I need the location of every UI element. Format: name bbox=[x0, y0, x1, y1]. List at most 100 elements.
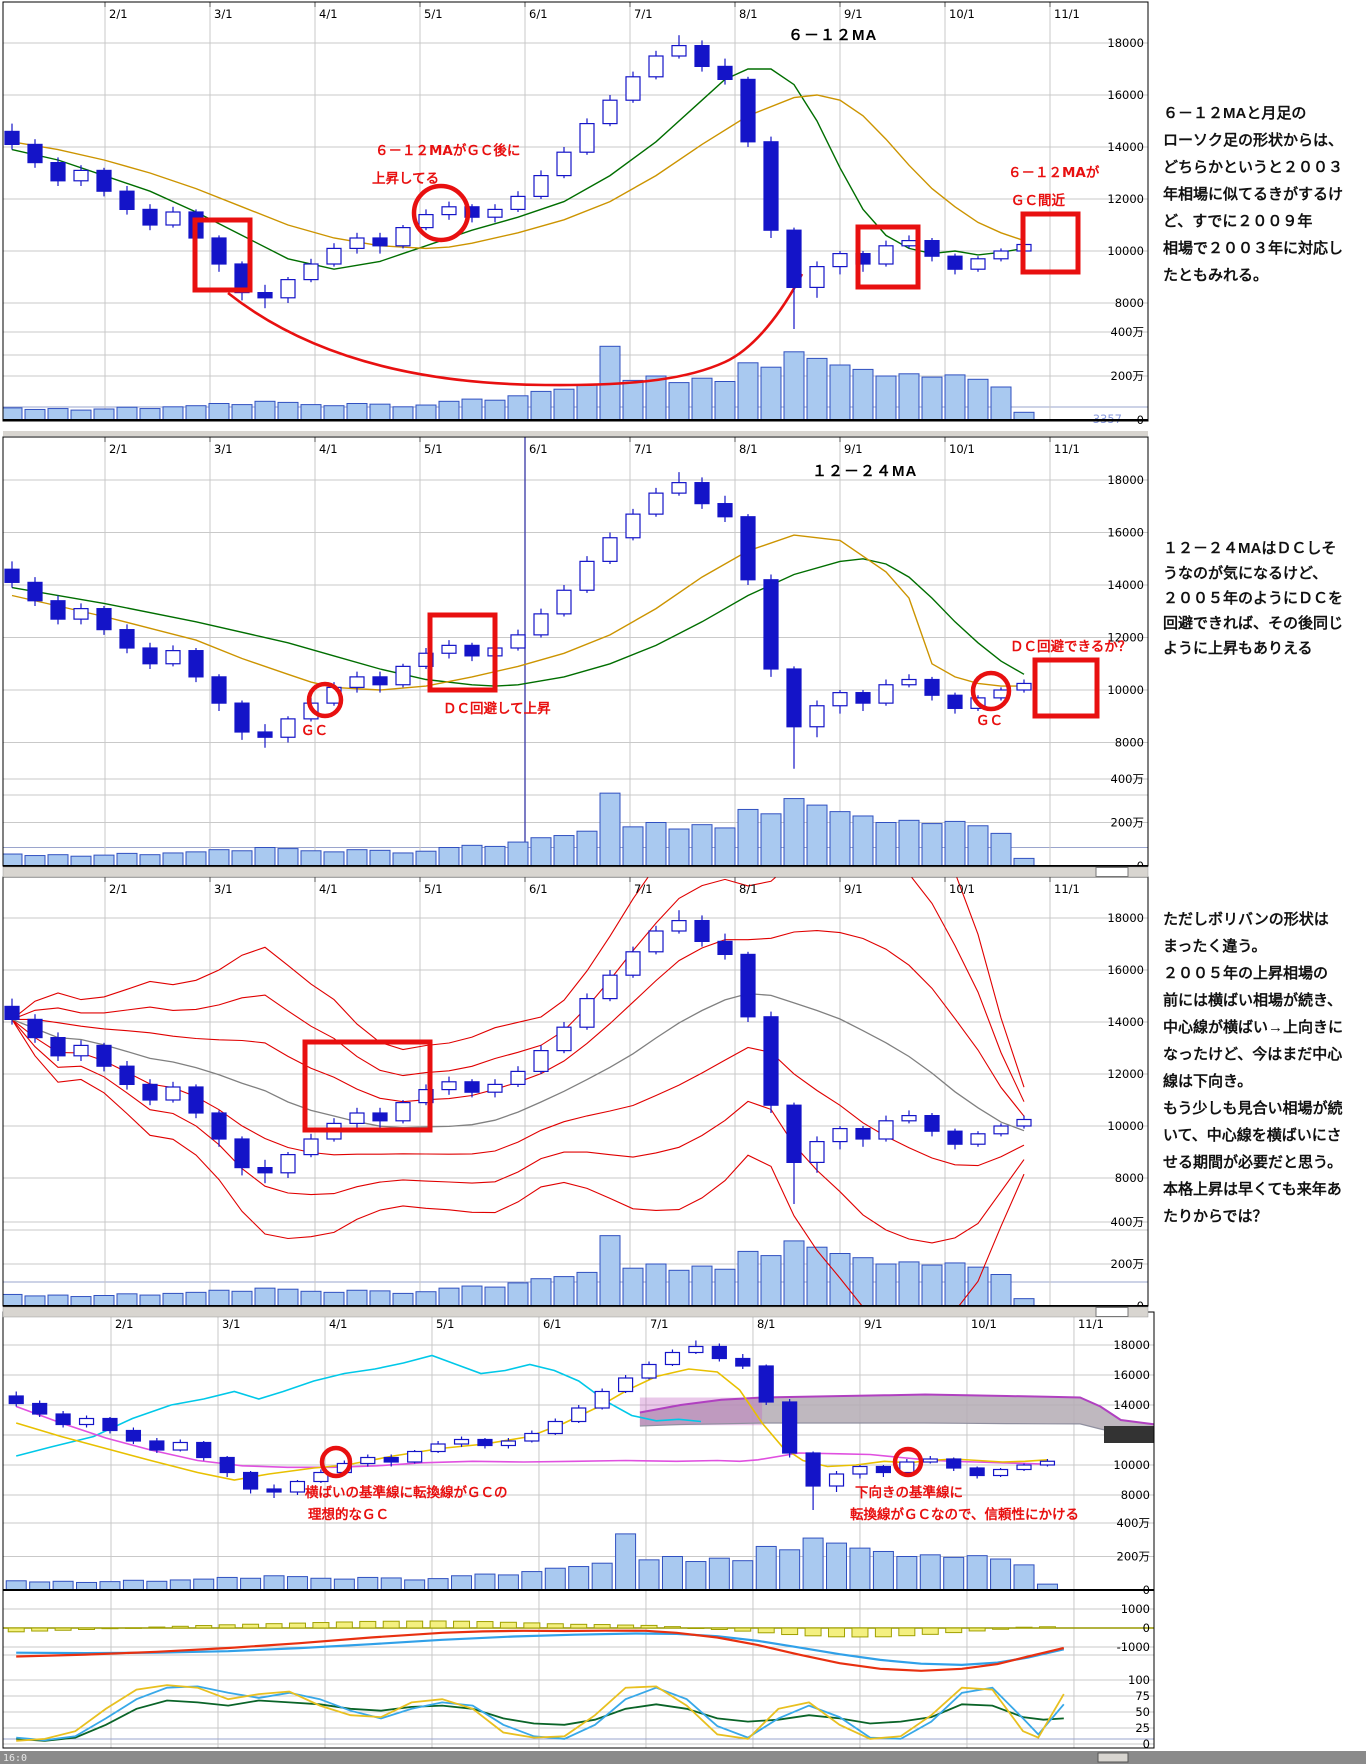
commentary-line: ２００５年の上昇相場の bbox=[1163, 965, 1329, 982]
scrollbar-thumb[interactable] bbox=[1097, 1752, 1129, 1763]
svg-text:10/1: 10/1 bbox=[949, 442, 975, 456]
svg-text:400万: 400万 bbox=[1111, 325, 1144, 339]
commentary-line: せる期間が必要だと思う。 bbox=[1163, 1154, 1343, 1171]
commentary-line: ただしボリバンの形状は bbox=[1163, 911, 1329, 928]
svg-text:2/1: 2/1 bbox=[109, 442, 128, 456]
bottom-left-label: 16:0 bbox=[3, 1753, 27, 1764]
commentary-line: １２－２４MAはＤＣしそ bbox=[1163, 540, 1337, 557]
svg-text:-1000: -1000 bbox=[1117, 1640, 1150, 1654]
commentary-line: たりからでは？ bbox=[1163, 1208, 1268, 1225]
svg-text:8/1: 8/1 bbox=[757, 1317, 776, 1331]
pane-1: 2/1 3/1 4/1 5/1 6/1 7/1 8/1 9/1 10/1 11/1 18000 160… bbox=[2, 1, 1149, 427]
svg-text:6/1: 6/1 bbox=[529, 882, 548, 896]
svg-text:18000: 18000 bbox=[1107, 911, 1144, 925]
svg-text:9/1: 9/1 bbox=[844, 882, 863, 896]
svg-text:18000: 18000 bbox=[1107, 473, 1144, 487]
commentary-line: 年相場に似てるきがするけ bbox=[1163, 186, 1344, 203]
highlight-circle bbox=[306, 681, 344, 719]
annotation-text: ＧＣ bbox=[976, 713, 1003, 729]
scrollbar-thumb[interactable] bbox=[1095, 1307, 1129, 1317]
annotation-text: 下向きの基準線に bbox=[855, 1484, 963, 1501]
svg-text:8000: 8000 bbox=[1121, 1488, 1150, 1502]
svg-text:200万: 200万 bbox=[1111, 1257, 1144, 1271]
bottom-scrollbar[interactable]: 16:0 bbox=[0, 1751, 1366, 1764]
price-badge bbox=[1104, 1426, 1154, 1443]
svg-text:400万: 400万 bbox=[1111, 1215, 1144, 1229]
svg-text:4/1: 4/1 bbox=[319, 442, 338, 456]
svg-text:10000: 10000 bbox=[1107, 1119, 1144, 1133]
highlight-box bbox=[1020, 211, 1081, 275]
volume-bars bbox=[3, 1235, 1035, 1306]
svg-text:16000: 16000 bbox=[1113, 1368, 1150, 1382]
commentary-line: 相場で２００３年に対応し bbox=[1163, 240, 1344, 257]
horizontal-scrollbar[interactable] bbox=[2, 866, 1149, 878]
svg-text:7/1: 7/1 bbox=[634, 442, 653, 456]
axis-labels: 2/1 3/1 4/1 5/1 6/1 7/1 8/1 9/1 10/1 11/1 18000 160… bbox=[109, 442, 1144, 873]
commentary-line: たともみれる。 bbox=[1163, 267, 1269, 284]
macd-pane bbox=[7, 1620, 1065, 1672]
svg-text:14000: 14000 bbox=[1113, 1398, 1150, 1412]
svg-text:200万: 200万 bbox=[1117, 1550, 1150, 1564]
svg-text:10/1: 10/1 bbox=[949, 882, 975, 896]
svg-text:16000: 16000 bbox=[1107, 526, 1144, 540]
annotation-text: ＧＣ間近 bbox=[1011, 192, 1065, 209]
svg-text:14000: 14000 bbox=[1107, 578, 1144, 592]
annotation-text: ＤＣ回避して上昇 bbox=[443, 700, 551, 717]
svg-text:100: 100 bbox=[1128, 1673, 1150, 1687]
svg-text:75: 75 bbox=[1135, 1689, 1150, 1703]
highlight-box bbox=[1032, 657, 1100, 719]
annotation-text: ＤＣ回避できるか？ bbox=[1010, 638, 1131, 655]
svg-text:10/1: 10/1 bbox=[949, 7, 975, 21]
volume-bars bbox=[3, 792, 1035, 866]
svg-text:7/1: 7/1 bbox=[634, 7, 653, 21]
panel1-title: ６－１２MA bbox=[788, 27, 878, 44]
commentary-line: どちらかというと２００３ bbox=[1163, 159, 1344, 176]
axis-labels: 2/1 3/1 4/1 5/1 6/1 7/1 8/1 9/1 10/1 11/1 18000 160… bbox=[109, 882, 1144, 1313]
annotation-text: 転換線がＧＣなので、信頼性にかける bbox=[850, 1506, 1079, 1523]
annotation-text: 横ばいの基準線に転換線がＧＣの bbox=[305, 1484, 508, 1501]
annotations-p3 bbox=[302, 1039, 433, 1133]
svg-text:6/1: 6/1 bbox=[543, 1317, 562, 1331]
panel2-title: １２－２４MA bbox=[812, 463, 918, 480]
annotation-text: ＧＣ bbox=[301, 723, 328, 739]
svg-text:18000: 18000 bbox=[1107, 36, 1144, 50]
commentary-line: 本格上昇は早くても来年あ bbox=[1163, 1181, 1342, 1198]
svg-text:6/1: 6/1 bbox=[529, 442, 548, 456]
highlight-circle bbox=[970, 670, 1012, 712]
svg-text:400万: 400万 bbox=[1117, 1516, 1150, 1530]
highlight-box bbox=[427, 612, 498, 693]
horizontal-scrollbar[interactable] bbox=[2, 1306, 1149, 1318]
svg-text:25: 25 bbox=[1135, 1721, 1150, 1735]
svg-text:5/1: 5/1 bbox=[436, 1317, 455, 1331]
highlight-circle bbox=[892, 1446, 924, 1478]
highlight-box bbox=[302, 1039, 433, 1133]
svg-text:16000: 16000 bbox=[1107, 963, 1144, 977]
svg-text:10000: 10000 bbox=[1107, 683, 1144, 697]
scrollbar-thumb[interactable] bbox=[1095, 867, 1129, 877]
svg-text:8/1: 8/1 bbox=[739, 442, 758, 456]
pane-3: 2/1 3/1 4/1 5/1 6/1 7/1 8/1 9/1 10/1 11/1 18000 160… bbox=[2, 876, 1149, 1313]
svg-text:3/1: 3/1 bbox=[214, 442, 233, 456]
svg-text:5/1: 5/1 bbox=[424, 7, 443, 21]
svg-text:10000: 10000 bbox=[1107, 244, 1144, 258]
svg-text:5/1: 5/1 bbox=[424, 882, 443, 896]
svg-text:3/1: 3/1 bbox=[222, 1317, 241, 1331]
svg-text:11/1: 11/1 bbox=[1054, 882, 1080, 896]
commentary-line: 前には横ばい相場が続き、 bbox=[1163, 992, 1342, 1009]
svg-text:14000: 14000 bbox=[1107, 1015, 1144, 1029]
axis-labels: 2/1 3/1 4/1 5/1 6/1 7/1 8/1 9/1 10/1 11/1 18000 160… bbox=[109, 7, 1144, 427]
svg-text:50: 50 bbox=[1135, 1705, 1150, 1719]
svg-text:8/1: 8/1 bbox=[739, 882, 758, 896]
candlesticks bbox=[4, 910, 1032, 1204]
svg-text:4/1: 4/1 bbox=[319, 882, 338, 896]
svg-text:0: 0 bbox=[1143, 1737, 1150, 1751]
commentary-line: もう少しも見合い相場が続 bbox=[1163, 1100, 1343, 1117]
svg-text:9/1: 9/1 bbox=[864, 1317, 883, 1331]
annotation-text: ６－１２MAが bbox=[1008, 164, 1100, 181]
svg-text:10000: 10000 bbox=[1113, 1458, 1150, 1472]
commentary-line: ２００５年のようにＤＣを bbox=[1163, 590, 1344, 607]
svg-text:8000: 8000 bbox=[1115, 1171, 1144, 1185]
commentary-panel3: ただしボリバンの形状は まったく違う。 ２００５年の上昇相場の 前には横ばい相場が続き… bbox=[1163, 906, 1366, 1230]
